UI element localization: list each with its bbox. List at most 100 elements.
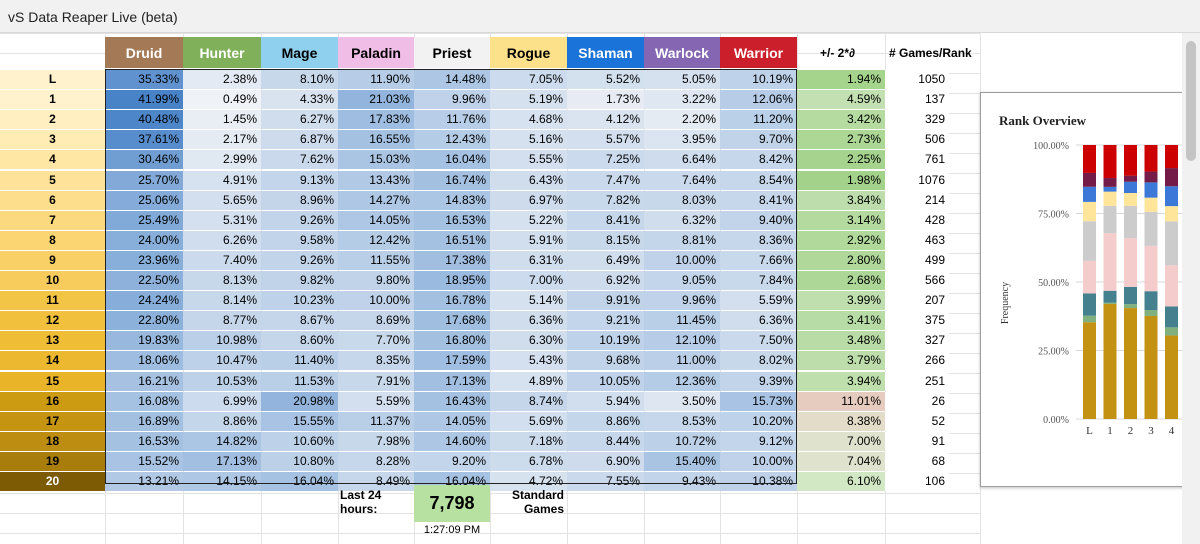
winrate-cell[interactable]: 16.89% [105,411,183,431]
rank-label[interactable]: 12 [0,311,105,331]
winrate-cell[interactable]: 14.05% [414,411,490,431]
games-count-cell[interactable]: 106 [885,472,949,491]
bar-segment-priest[interactable] [1144,211,1158,246]
winrate-cell[interactable]: 6.32% [644,210,720,230]
error-cell[interactable]: 3.42% [797,110,885,130]
winrate-cell[interactable]: 5.55% [490,150,567,170]
rank-label[interactable]: 19 [0,451,105,471]
winrate-cell[interactable]: 14.27% [338,190,414,210]
bar-segment-warlock[interactable] [1124,175,1137,182]
winrate-cell[interactable]: 0.49% [183,90,261,110]
winrate-cell[interactable]: 22.80% [105,311,183,331]
winrate-cell[interactable]: 5.43% [490,351,567,371]
winrate-cell[interactable]: 21.03% [338,90,414,110]
winrate-cell[interactable]: 6.92% [567,271,644,290]
winrate-cell[interactable]: 6.30% [490,331,567,351]
winrate-cell[interactable]: 8.67% [261,311,338,331]
rank-label[interactable]: 3 [0,130,105,150]
bar-segment-rogue[interactable] [1083,201,1096,222]
vertical-scrollbar[interactable] [1182,33,1200,544]
error-cell[interactable]: 2.92% [797,230,885,250]
winrate-cell[interactable]: 6.90% [567,451,644,471]
winrate-cell[interactable]: 8.35% [338,351,414,371]
winrate-cell[interactable]: 7.55% [567,472,644,491]
winrate-cell[interactable]: 16.74% [414,170,490,190]
winrate-cell[interactable]: 9.82% [261,271,338,290]
winrate-cell[interactable]: 15.52% [105,451,183,471]
error-cell[interactable]: 7.00% [797,431,885,451]
games-count-cell[interactable]: 327 [885,331,949,351]
games-count-cell[interactable]: 375 [885,311,949,331]
bar-segment-druid[interactable] [1103,303,1117,419]
games-count-cell[interactable]: 463 [885,230,949,250]
bar-segment-warlock[interactable] [1144,171,1158,183]
winrate-cell[interactable]: 9.80% [338,271,414,290]
bar-segment-warlock[interactable] [1103,178,1117,187]
winrate-cell[interactable]: 8.74% [490,391,567,411]
winrate-cell[interactable]: 6.36% [490,311,567,331]
winrate-cell[interactable]: 8.77% [183,311,261,331]
winrate-cell[interactable]: 9.20% [414,451,490,471]
bar-segment-mage[interactable] [1103,290,1117,303]
winrate-cell[interactable]: 14.60% [414,431,490,451]
bar-segment-hunter[interactable] [1083,315,1096,323]
winrate-cell[interactable]: 2.20% [644,110,720,130]
winrate-cell[interactable]: 5.14% [490,291,567,311]
rank-label[interactable]: 9 [0,250,105,270]
winrate-cell[interactable]: 25.70% [105,170,183,190]
error-cell[interactable]: 3.79% [797,351,885,371]
winrate-cell[interactable]: 9.40% [720,210,797,230]
rank-label[interactable]: 13 [0,331,105,351]
winrate-cell[interactable]: 7.18% [490,431,567,451]
winrate-cell[interactable]: 20.98% [261,391,338,411]
winrate-cell[interactable]: 10.23% [261,291,338,311]
error-cell[interactable]: 3.99% [797,291,885,311]
bar-segment-mage[interactable] [1124,286,1137,305]
winrate-cell[interactable]: 5.19% [490,90,567,110]
winrate-cell[interactable]: 25.49% [105,210,183,230]
bar-segment-priest[interactable] [1124,205,1137,239]
winrate-cell[interactable]: 17.83% [338,110,414,130]
games-count-cell[interactable]: 207 [885,291,949,311]
winrate-cell[interactable]: 12.06% [720,90,797,110]
rank-label[interactable]: 16 [0,391,105,411]
class-header-hunter[interactable]: Hunter [183,37,261,68]
games-count-cell[interactable]: 499 [885,250,949,270]
winrate-cell[interactable]: 8.41% [567,210,644,230]
class-header-mage[interactable]: Mage [261,37,338,68]
winrate-cell[interactable]: 16.08% [105,391,183,411]
winrate-cell[interactable]: 11.76% [414,110,490,130]
bar-segment-druid[interactable] [1083,322,1096,419]
winrate-cell[interactable]: 11.45% [644,311,720,331]
bar-segment-shaman[interactable] [1103,186,1117,192]
winrate-cell[interactable]: 3.22% [644,90,720,110]
winrate-cell[interactable]: 8.03% [644,190,720,210]
winrate-cell[interactable]: 8.49% [338,472,414,491]
error-cell[interactable]: 1.94% [797,70,885,89]
bar-segment-priest[interactable] [1165,221,1178,266]
winrate-cell[interactable]: 9.26% [261,250,338,270]
bar-segment-paladin[interactable] [1103,233,1117,291]
rank-label[interactable]: 20 [0,472,105,491]
winrate-cell[interactable]: 37.61% [105,130,183,150]
winrate-cell[interactable]: 4.68% [490,110,567,130]
winrate-cell[interactable]: 6.87% [261,130,338,150]
rank-label[interactable]: 6 [0,190,105,210]
rank-label[interactable]: 7 [0,210,105,230]
winrate-cell[interactable]: 9.39% [720,371,797,391]
winrate-cell[interactable]: 6.49% [567,250,644,270]
rank-label[interactable]: 18 [0,431,105,451]
winrate-cell[interactable]: 7.05% [490,70,567,89]
class-header-paladin[interactable]: Paladin [338,37,414,68]
bar-segment-shaman[interactable] [1144,182,1158,198]
winrate-cell[interactable]: 7.66% [720,250,797,270]
winrate-cell[interactable]: 8.53% [644,411,720,431]
class-header-shaman[interactable]: Shaman [567,37,644,68]
winrate-cell[interactable]: 8.86% [183,411,261,431]
winrate-cell[interactable]: 4.33% [261,90,338,110]
winrate-cell[interactable]: 10.19% [567,331,644,351]
rank-label[interactable]: 2 [0,110,105,130]
winrate-cell[interactable]: 2.38% [183,70,261,89]
winrate-cell[interactable]: 4.91% [183,170,261,190]
winrate-cell[interactable]: 10.05% [567,371,644,391]
